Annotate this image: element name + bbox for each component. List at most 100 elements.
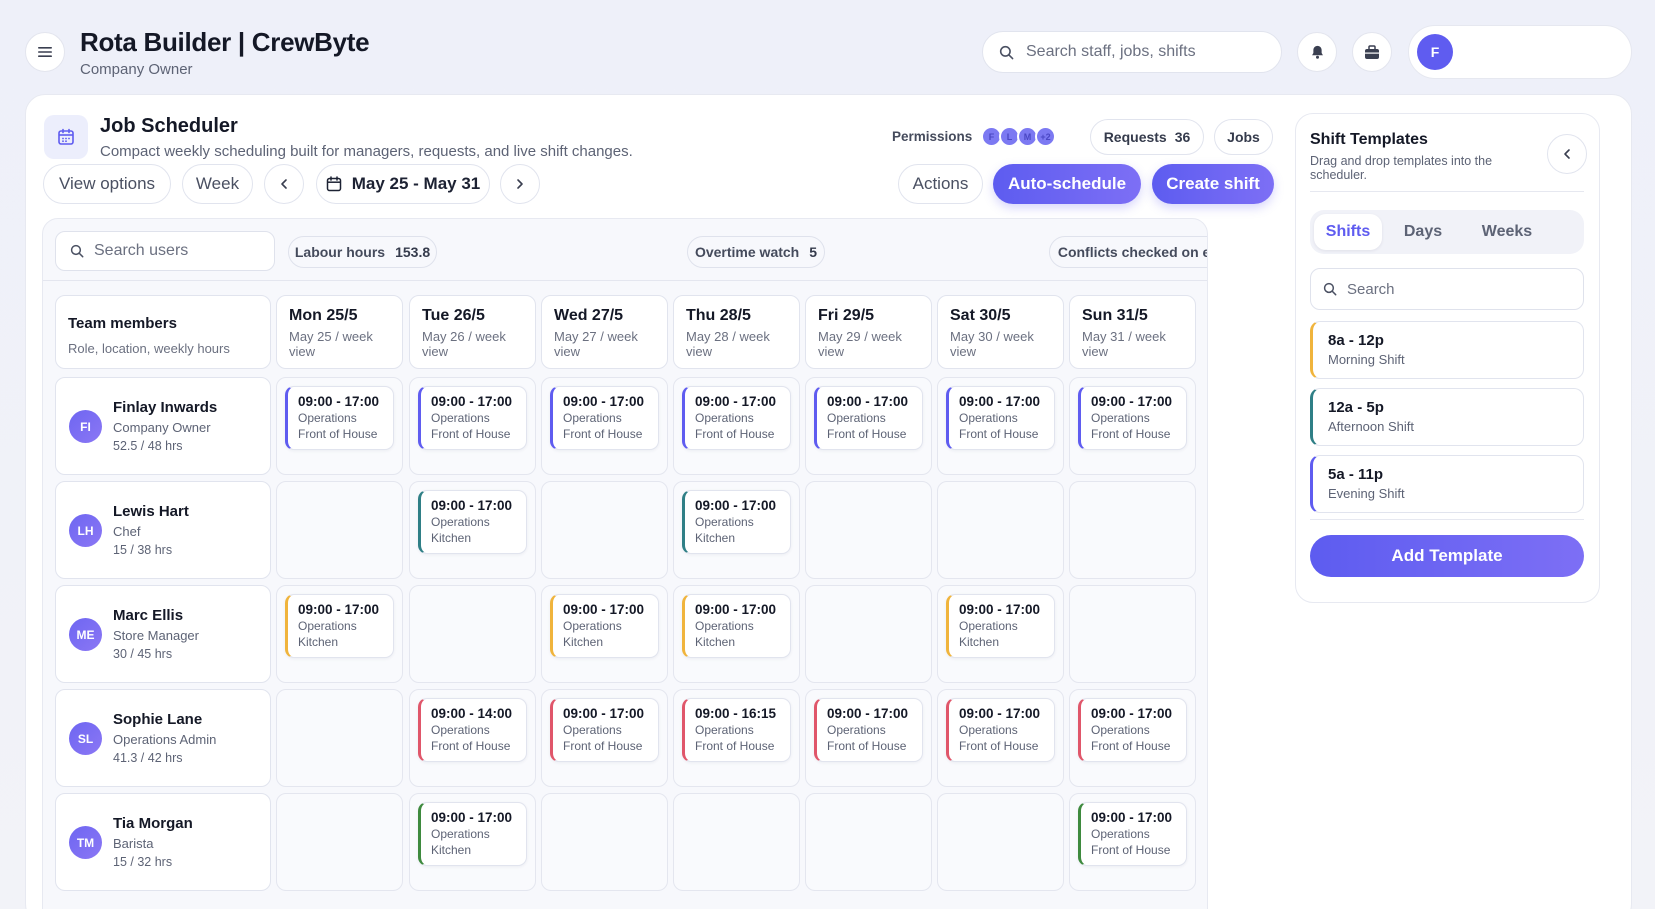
schedule-cell[interactable]: 09:00 - 17:00 Operations Front of House (805, 377, 932, 475)
auto-schedule-button[interactable]: Auto-schedule (993, 164, 1141, 204)
schedule-cell[interactable]: 09:00 - 17:00 Operations Front of House (805, 689, 932, 787)
shift-card[interactable]: 09:00 - 17:00 Operations Front of House (682, 386, 791, 450)
schedule-cell[interactable]: 09:00 - 17:00 Operations Front of House (541, 377, 668, 475)
schedule-cell[interactable]: 09:00 - 17:00 Operations Front of House (1069, 689, 1196, 787)
schedule-cell[interactable] (673, 793, 800, 891)
shift-card[interactable]: 09:00 - 17:00 Operations Front of House (814, 386, 923, 450)
notifications-button[interactable] (1297, 32, 1337, 72)
member-hours: 15 / 38 hrs (113, 543, 173, 557)
schedule-cell[interactable]: 09:00 - 16:15 Operations Front of House (673, 689, 800, 787)
schedule-cell[interactable] (937, 481, 1064, 579)
schedule-cell[interactable]: 09:00 - 17:00 Operations Kitchen (541, 585, 668, 683)
schedule-cell[interactable] (276, 481, 403, 579)
schedule-cell[interactable]: 09:00 - 17:00 Operations Front of House (937, 377, 1064, 475)
schedule-cell[interactable]: 09:00 - 17:00 Operations Kitchen (409, 481, 536, 579)
template-time: 5a - 11p (1328, 466, 1384, 483)
collapse-panel-button[interactable] (1547, 134, 1587, 174)
top-bar: Rota Builder | CrewByte Company Owner F (0, 0, 1655, 92)
shift-card[interactable]: 09:00 - 17:00 Operations Kitchen (418, 802, 527, 866)
schedule-cell[interactable]: 09:00 - 14:00 Operations Front of House (409, 689, 536, 787)
global-search[interactable] (982, 31, 1282, 73)
schedule-cell[interactable]: 09:00 - 17:00 Operations Kitchen (673, 585, 800, 683)
day-label: Wed 27/5 (554, 307, 624, 324)
tab-weeks[interactable]: Weeks (1481, 223, 1533, 240)
menu-button[interactable] (25, 32, 65, 72)
shift-card[interactable]: 09:00 - 17:00 Operations Front of House (946, 386, 1055, 450)
template-card-afternoon[interactable]: 12a - 5p Afternoon Shift (1310, 388, 1584, 446)
week-button[interactable]: Week (182, 164, 253, 204)
schedule-cell[interactable] (1069, 585, 1196, 683)
shift-card[interactable]: 09:00 - 17:00 Operations Kitchen (682, 594, 791, 658)
jobs-link-button[interactable]: Jobs (1214, 119, 1273, 155)
date-range-button[interactable]: May 25 - May 31 (316, 164, 490, 204)
view-options-button[interactable]: View options (43, 164, 171, 204)
jobs-button[interactable] (1352, 32, 1392, 72)
shift-card[interactable]: 09:00 - 17:00 Operations Kitchen (682, 490, 791, 554)
schedule-cell[interactable] (805, 481, 932, 579)
shift-time: 09:00 - 17:00 (1091, 706, 1173, 721)
shift-card[interactable]: 09:00 - 17:00 Operations Front of House (1078, 386, 1187, 450)
actions-button[interactable]: Actions (898, 164, 983, 204)
template-card-morning[interactable]: 8a - 12p Morning Shift (1310, 321, 1584, 379)
schedule-cell[interactable] (805, 585, 932, 683)
profile-menu[interactable]: F (1408, 25, 1632, 79)
shift-card[interactable]: 09:00 - 17:00 Operations Kitchen (550, 594, 659, 658)
requests-button[interactable]: Requests 36 (1090, 119, 1204, 155)
conflicts-label: Conflicts checked on every save (1057, 244, 1207, 260)
requests-label: Requests (1103, 129, 1167, 145)
add-template-button[interactable]: Add Template (1310, 535, 1584, 577)
shift-card[interactable]: 09:00 - 16:15 Operations Front of House (682, 698, 791, 762)
template-search-input[interactable] (1347, 280, 1567, 298)
user-search[interactable] (55, 231, 275, 271)
shift-card[interactable]: 09:00 - 17:00 Operations Kitchen (418, 490, 527, 554)
user-search-input[interactable] (94, 242, 264, 260)
member-role: Store Manager (113, 628, 199, 643)
schedule-cell[interactable]: 09:00 - 17:00 Operations Front of House (937, 689, 1064, 787)
schedule-cell[interactable] (541, 481, 668, 579)
shift-card[interactable]: 09:00 - 17:00 Operations Front of House (1078, 802, 1187, 866)
team-member-row[interactable]: ME Marc Ellis Store Manager 30 / 45 hrs (55, 585, 271, 683)
team-member-row[interactable]: FI Finlay Inwards Company Owner 52.5 / 48 h… (55, 377, 271, 475)
team-member-row[interactable]: TM Tia Morgan Barista 15 / 32 hrs (55, 793, 271, 891)
schedule-cell[interactable]: 09:00 - 17:00 Operations Front of House (409, 377, 536, 475)
tab-shifts[interactable]: Shifts (1314, 214, 1382, 250)
schedule-cell[interactable]: 09:00 - 17:00 Operations Kitchen (276, 585, 403, 683)
team-member-row[interactable]: LH Lewis Hart Chef 15 / 38 hrs (55, 481, 271, 579)
shift-card[interactable]: 09:00 - 17:00 Operations Front of House (946, 698, 1055, 762)
schedule-cell[interactable]: 09:00 - 17:00 Operations Front of House (276, 377, 403, 475)
shift-card[interactable]: 09:00 - 17:00 Operations Front of House (550, 386, 659, 450)
schedule-cell[interactable]: 09:00 - 17:00 Operations Kitchen (937, 585, 1064, 683)
schedule-cell[interactable] (541, 793, 668, 891)
schedule-cell[interactable] (409, 585, 536, 683)
create-shift-button[interactable]: Create shift (1152, 164, 1274, 204)
tab-days[interactable]: Days (1403, 223, 1443, 240)
shift-card[interactable]: 09:00 - 17:00 Operations Front of House (418, 386, 527, 450)
global-search-input[interactable] (1026, 43, 1266, 61)
team-member-row[interactable]: SL Sophie Lane Operations Admin 41.3 / 42 h… (55, 689, 271, 787)
next-week-button[interactable] (500, 164, 540, 204)
schedule-cell[interactable] (276, 793, 403, 891)
previous-week-button[interactable] (264, 164, 304, 204)
schedule-cell[interactable]: 09:00 - 17:00 Operations Front of House (1069, 377, 1196, 475)
schedule-cell[interactable] (1069, 481, 1196, 579)
schedule-cell[interactable]: 09:00 - 17:00 Operations Kitchen (673, 481, 800, 579)
shift-card[interactable]: 09:00 - 17:00 Operations Front of House (814, 698, 923, 762)
shift-card[interactable]: 09:00 - 17:00 Operations Front of House (285, 386, 394, 450)
schedule-cell[interactable]: 09:00 - 17:00 Operations Front of House (1069, 793, 1196, 891)
schedule-cell[interactable]: 09:00 - 17:00 Operations Front of House (541, 689, 668, 787)
shift-area: Front of House (1091, 427, 1171, 441)
calendar-icon (57, 128, 75, 146)
permissions-avatars[interactable]: F L M +2 (981, 126, 1056, 147)
schedule-cell[interactable]: 09:00 - 17:00 Operations Front of House (673, 377, 800, 475)
template-card-evening[interactable]: 5a - 11p Evening Shift (1310, 455, 1584, 513)
schedule-cell[interactable] (937, 793, 1064, 891)
schedule-cell[interactable] (805, 793, 932, 891)
shift-card[interactable]: 09:00 - 17:00 Operations Kitchen (285, 594, 394, 658)
shift-card[interactable]: 09:00 - 17:00 Operations Kitchen (946, 594, 1055, 658)
shift-card[interactable]: 09:00 - 17:00 Operations Front of House (1078, 698, 1187, 762)
shift-card[interactable]: 09:00 - 17:00 Operations Front of House (550, 698, 659, 762)
schedule-cell[interactable]: 09:00 - 17:00 Operations Kitchen (409, 793, 536, 891)
template-search[interactable] (1310, 268, 1584, 310)
schedule-cell[interactable] (276, 689, 403, 787)
shift-card[interactable]: 09:00 - 14:00 Operations Front of House (418, 698, 527, 762)
